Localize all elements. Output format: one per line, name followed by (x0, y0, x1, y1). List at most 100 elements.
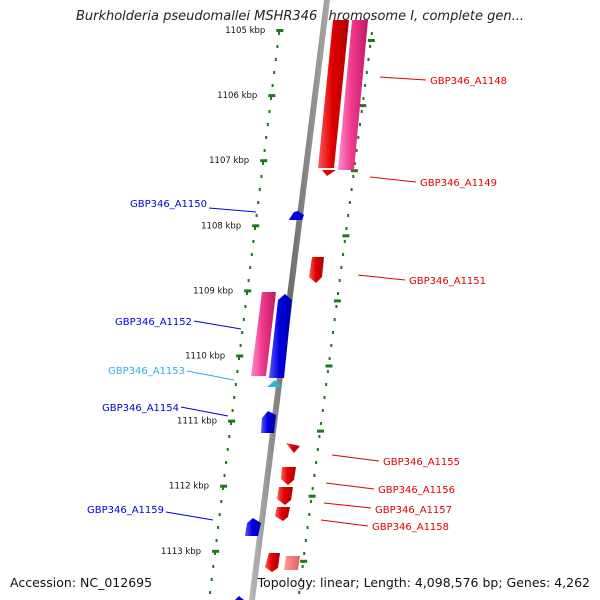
gene-arrow-GBP346_A1148[interactable] (318, 20, 349, 168)
outer-forward-track-dot (359, 123, 361, 126)
outer-forward-track-dot (320, 422, 323, 425)
gene-label-GBP346_A1159[interactable]: GBP346_A1159 (87, 505, 164, 516)
outer-forward-track-dot (318, 435, 321, 438)
scale-tick-label: 1107 kbp (209, 156, 249, 166)
inner-reverse-track-dot (270, 97, 272, 100)
genome-summary: Topology: linear; Length: 4,098,576 bp; … (257, 575, 590, 590)
gene-arrow-GBP346_A1158[interactable] (275, 507, 290, 521)
leader-GBP346_A1153 (186, 370, 235, 381)
outer-forward-track-dot (306, 526, 309, 529)
outer-forward-track-dot (357, 136, 360, 139)
outer-forward-track-dot (301, 565, 304, 568)
gene-arrow-GBP346_A1153[interactable] (267, 380, 281, 387)
inner-reverse-track-dot (274, 58, 277, 61)
map-title: Burkholderia pseudomallei MSHR346 chromo… (75, 9, 525, 24)
outer-forward-track-dot (364, 84, 367, 87)
inner-reverse-track-dot (209, 591, 212, 594)
outer-forward-track-dot (315, 461, 318, 464)
accession-label: Accession: NC_012695 (10, 575, 153, 590)
gene-label-GBP346_A1150[interactable]: GBP346_A1150 (130, 199, 207, 210)
outer-forward-track-dot (332, 331, 334, 334)
outer-forward-track-dot (321, 409, 324, 412)
gene-arrow-GBP346_A1157[interactable] (277, 487, 293, 505)
gene-arrow-bottom-blue[interactable] (235, 596, 244, 600)
scale-tick (276, 29, 284, 32)
leader-GBP346_A1155 (331, 454, 380, 462)
outer-forward-track-dot (323, 396, 326, 399)
inner-reverse-track-dot (278, 32, 281, 35)
outer-forward-track-dot (328, 357, 331, 360)
outer-forward-track-dot (326, 370, 329, 373)
gene-arrow-GBP346_A1159[interactable] (245, 518, 261, 536)
gene-arrows (235, 20, 368, 600)
gene-label-GBP346_A1154[interactable]: GBP346_A1154 (102, 403, 179, 414)
gene-arrow-GBP346_A1149[interactable] (338, 20, 368, 170)
gene-arrow-GBP346_A1151[interactable] (309, 257, 324, 283)
outer-forward-track-dot (298, 591, 301, 594)
leader-GBP346_A1150 (208, 207, 257, 213)
leader-GBP346_A1159 (165, 511, 214, 521)
gene-label-GBP346_A1152[interactable]: GBP346_A1152 (115, 317, 192, 328)
scale-tick (220, 484, 228, 488)
outer-forward-track-dot (316, 448, 319, 451)
outer-forward-track-dot (343, 240, 346, 243)
outer-forward-track-dot (330, 344, 333, 347)
outer-forward-track-dot (352, 175, 355, 178)
leader-GBP346_A1152 (193, 320, 242, 330)
gene-arrow-GBP346_A1155[interactable] (286, 443, 300, 453)
gene-arrow-lower-red[interactable] (265, 553, 280, 572)
gene-arrow-GBP346_A1152-pair[interactable] (251, 292, 276, 376)
inner-reverse-track-dot (236, 370, 239, 373)
inner-reverse-track-dot (225, 461, 228, 464)
inner-reverse-track-dot (271, 84, 274, 87)
outer-track-tick (333, 299, 341, 303)
gene-label-GBP346_A1148[interactable]: GBP346_A1148 (430, 76, 507, 87)
outer-forward-track-dot (350, 188, 353, 191)
outer-forward-track-dot (365, 71, 368, 74)
gene-label-GBP346_A1156[interactable]: GBP346_A1156 (378, 485, 455, 496)
inner-reverse-track-dot (231, 409, 234, 412)
gene-label-GBP346_A1155[interactable]: GBP346_A1155 (383, 457, 460, 468)
inner-reverse-track-dot (238, 357, 240, 360)
gene-arrow-GBP346_A1156[interactable] (281, 467, 296, 485)
outer-forward-track-dot (370, 32, 373, 35)
scale-tick-label: 1111 kbp (177, 417, 217, 427)
strand-tracks (209, 32, 373, 594)
gene-label-GBP346_A1158[interactable]: GBP346_A1158 (372, 522, 449, 533)
scale-tick-label: 1110 kbp (185, 352, 225, 362)
gene-arrow-lower-light[interactable] (284, 556, 300, 570)
leader-GBP346_A1151 (357, 274, 406, 281)
outer-forward-track-dot (345, 227, 348, 230)
scale-tick (244, 289, 252, 293)
inner-reverse-track-dot (242, 318, 245, 321)
scale-ticks: 1105 kbp 1106 kbp 1107 kbp 1108 kbp 1109 kbp… (161, 26, 375, 563)
gene-label-GBP346_A1149[interactable]: GBP346_A1149 (420, 178, 497, 189)
scale-tick-label: 1106 kbp (217, 91, 257, 101)
inner-reverse-track-dot (223, 474, 226, 477)
outer-forward-track-dot (347, 214, 350, 217)
gene-label-GBP346_A1157[interactable]: GBP346_A1157 (375, 505, 452, 516)
outer-forward-track-dot (325, 383, 328, 386)
gene-labels: GBP346_A1148 GBP346_A1149 GBP346_A1150 G… (87, 76, 507, 533)
gene-arrow-GBP346_A1154[interactable] (261, 411, 276, 433)
outer-forward-track-dot (337, 292, 339, 295)
scale-tick-label: 1105 kbp (225, 26, 265, 36)
inner-reverse-track-dot (258, 188, 261, 191)
outer-forward-track-dot (333, 318, 336, 321)
scale-tick-label: 1113 kbp (161, 547, 201, 557)
inner-reverse-track-dot (250, 253, 253, 256)
scale-tick-label: 1109 kbp (193, 286, 233, 296)
gene-label-GBP346_A1153[interactable]: GBP346_A1153 (108, 366, 185, 377)
gene-label-GBP346_A1151[interactable]: GBP346_A1151 (409, 276, 486, 287)
outer-forward-track-dot (304, 539, 307, 542)
gene-arrow-GBP346_A1148-tip[interactable] (322, 170, 336, 176)
outer-track-tick (300, 559, 308, 563)
gene-arrow-GBP346_A1150[interactable] (289, 211, 304, 220)
inner-reverse-track-dot (218, 513, 221, 516)
gene-arrow-GBP346_A1152[interactable] (269, 294, 292, 378)
inner-reverse-track-dot (228, 435, 231, 438)
leader-GBP346_A1156 (325, 482, 375, 490)
outer-track-tick (308, 494, 316, 498)
scale-tick (212, 549, 220, 553)
